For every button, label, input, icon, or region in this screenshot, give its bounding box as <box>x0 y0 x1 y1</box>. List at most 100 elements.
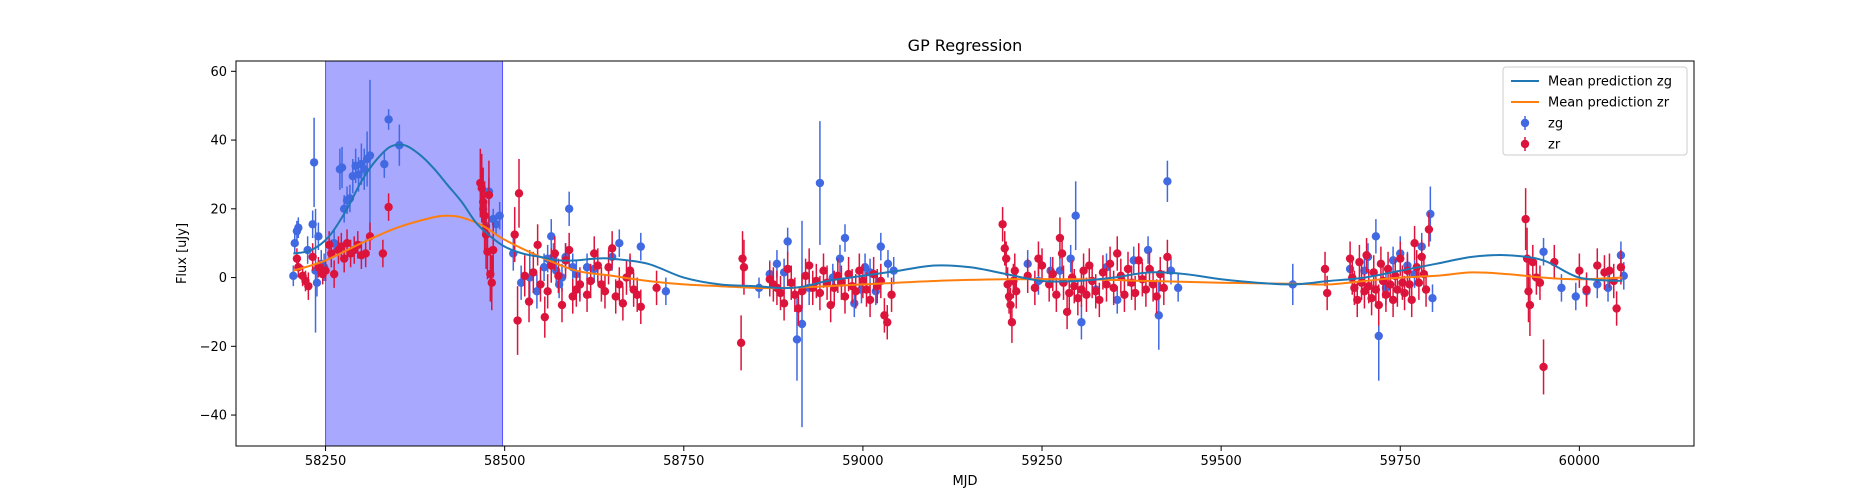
zr-point <box>1152 279 1161 314</box>
zr-point <box>575 267 585 302</box>
zr-point <box>597 267 606 302</box>
zr-marker <box>1102 280 1111 289</box>
zr-marker <box>625 266 635 275</box>
zg-marker <box>290 238 299 248</box>
zr-marker <box>554 271 563 281</box>
zr-marker <box>1575 266 1584 275</box>
zr-point <box>1134 243 1143 278</box>
zg-marker <box>883 259 893 269</box>
zr-marker <box>1007 318 1017 327</box>
zg-marker <box>661 287 671 296</box>
zg-marker <box>294 223 303 232</box>
x-tick-label: 60000 <box>1559 454 1600 469</box>
zr-point <box>1030 270 1040 306</box>
zr-point <box>833 258 843 294</box>
zr-marker <box>1388 295 1398 305</box>
zr-marker <box>361 249 370 258</box>
legend-box <box>1502 66 1688 156</box>
zr-marker <box>557 300 567 310</box>
zr-point <box>529 251 538 294</box>
mean-prediction-zr-line <box>292 214 1623 290</box>
legend-label-zg-mean: Mean prediction zg <box>1548 75 1672 90</box>
zg-marker <box>615 238 624 248</box>
zr-point <box>826 287 835 323</box>
zr-point <box>600 274 610 309</box>
zg-point <box>547 219 556 254</box>
zg-point <box>564 191 574 226</box>
x-tick-label: 59500 <box>1200 454 1241 469</box>
zr-marker <box>378 249 388 258</box>
zg-marker <box>1066 254 1075 263</box>
zr-marker <box>1152 292 1161 301</box>
zr-marker <box>1355 257 1364 267</box>
zr-marker <box>582 290 592 299</box>
zg-point <box>1071 181 1080 251</box>
zr-marker <box>484 190 494 200</box>
zr-point <box>321 260 330 281</box>
zg-marker <box>815 178 825 188</box>
mean-prediction-zg-line <box>293 143 1623 290</box>
zg-marker <box>772 259 782 269</box>
zr-marker <box>1001 254 1011 263</box>
zg-point <box>797 220 807 428</box>
zr-point <box>636 289 646 324</box>
zr-point <box>1048 256 1057 292</box>
zr-marker <box>611 292 620 301</box>
zg-marker <box>337 163 347 172</box>
zg-point <box>294 217 303 239</box>
zr-marker <box>887 290 896 299</box>
zr-marker <box>862 285 871 294</box>
zr-marker <box>1057 249 1067 258</box>
zr-point <box>1421 272 1431 307</box>
zg-point <box>312 268 322 297</box>
zr-marker <box>1006 300 1015 310</box>
zr-marker <box>1123 264 1133 274</box>
zr-marker <box>1371 285 1381 294</box>
zg-point <box>360 148 369 190</box>
zg-marker <box>564 204 574 214</box>
zg-marker <box>491 220 501 229</box>
zr-point <box>652 270 661 306</box>
zr-marker <box>804 261 814 270</box>
zr-point <box>1141 272 1151 307</box>
zr-marker <box>292 254 302 263</box>
zr-marker <box>865 295 875 305</box>
zr-marker <box>1407 295 1416 305</box>
zg-marker <box>380 159 389 169</box>
zr-marker <box>826 300 835 310</box>
zr-marker <box>844 269 853 279</box>
zr-marker <box>1593 261 1602 270</box>
zr-point <box>779 286 789 321</box>
zr-point <box>540 296 549 338</box>
x-tick-label: 59250 <box>1021 454 1062 469</box>
zr-marker <box>1405 280 1414 289</box>
zr-marker <box>1070 281 1079 291</box>
zr-point <box>1163 239 1172 275</box>
legend-marker-zg <box>1520 116 1530 130</box>
zg-point <box>380 150 389 178</box>
zg-marker <box>1426 209 1435 219</box>
zr-point <box>1414 265 1424 300</box>
zr-marker <box>1320 264 1330 274</box>
zr-marker <box>1159 283 1169 293</box>
zg-marker <box>314 232 323 241</box>
zr-point <box>1120 277 1129 312</box>
zg-point <box>516 265 526 300</box>
zr-point <box>625 253 635 288</box>
zr-point <box>604 250 613 285</box>
zr-marker <box>1400 288 1409 298</box>
zr-marker <box>1350 283 1359 293</box>
zr-point <box>361 239 370 268</box>
zr-marker <box>1105 259 1115 269</box>
zr-marker <box>1398 278 1407 287</box>
zr-marker <box>1353 295 1362 305</box>
zg-point <box>783 227 792 256</box>
zr-marker <box>520 271 529 281</box>
zr-point <box>851 274 860 309</box>
zr-marker <box>1535 278 1545 287</box>
chart-title: GP Regression <box>908 36 1023 55</box>
zr-point <box>1034 241 1043 276</box>
zg-marker <box>1593 280 1602 289</box>
zr-point <box>1575 253 1584 288</box>
